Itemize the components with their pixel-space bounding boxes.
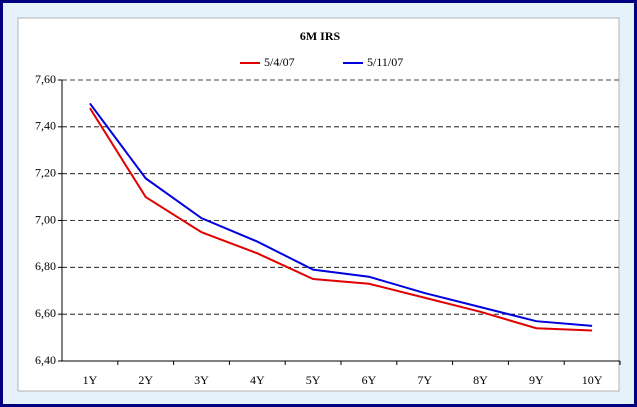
- chart-title: 6M IRS: [300, 29, 341, 43]
- chart-area: [17, 17, 620, 392]
- series-line: [89, 102, 593, 327]
- series-line: [89, 107, 593, 332]
- x-tick-label: 3Y: [194, 373, 209, 387]
- x-tick-label: 5Y: [306, 373, 321, 387]
- y-tick-label: 6,80: [35, 259, 56, 273]
- y-tick-label: 7,00: [35, 212, 56, 226]
- y-tick-label: 7,40: [35, 119, 56, 133]
- x-tick-label: 1Y: [83, 373, 98, 387]
- x-tick-label: 8Y: [473, 373, 488, 387]
- legend-label: 5/11/07: [367, 55, 403, 69]
- x-tick-label: 6Y: [362, 373, 377, 387]
- legend-label: 5/4/07: [264, 55, 295, 69]
- x-tick-label: 2Y: [138, 373, 153, 387]
- x-tick-label: 9Y: [529, 373, 544, 387]
- y-tick-label: 7,20: [35, 165, 56, 179]
- y-tick-label: 7,60: [35, 72, 56, 86]
- x-tick-label: 7Y: [417, 373, 432, 387]
- x-tick-label: 4Y: [250, 373, 265, 387]
- y-tick-label: 6,40: [35, 353, 56, 367]
- x-tick-label: 10Y: [582, 373, 603, 387]
- y-tick-label: 6,60: [35, 306, 56, 320]
